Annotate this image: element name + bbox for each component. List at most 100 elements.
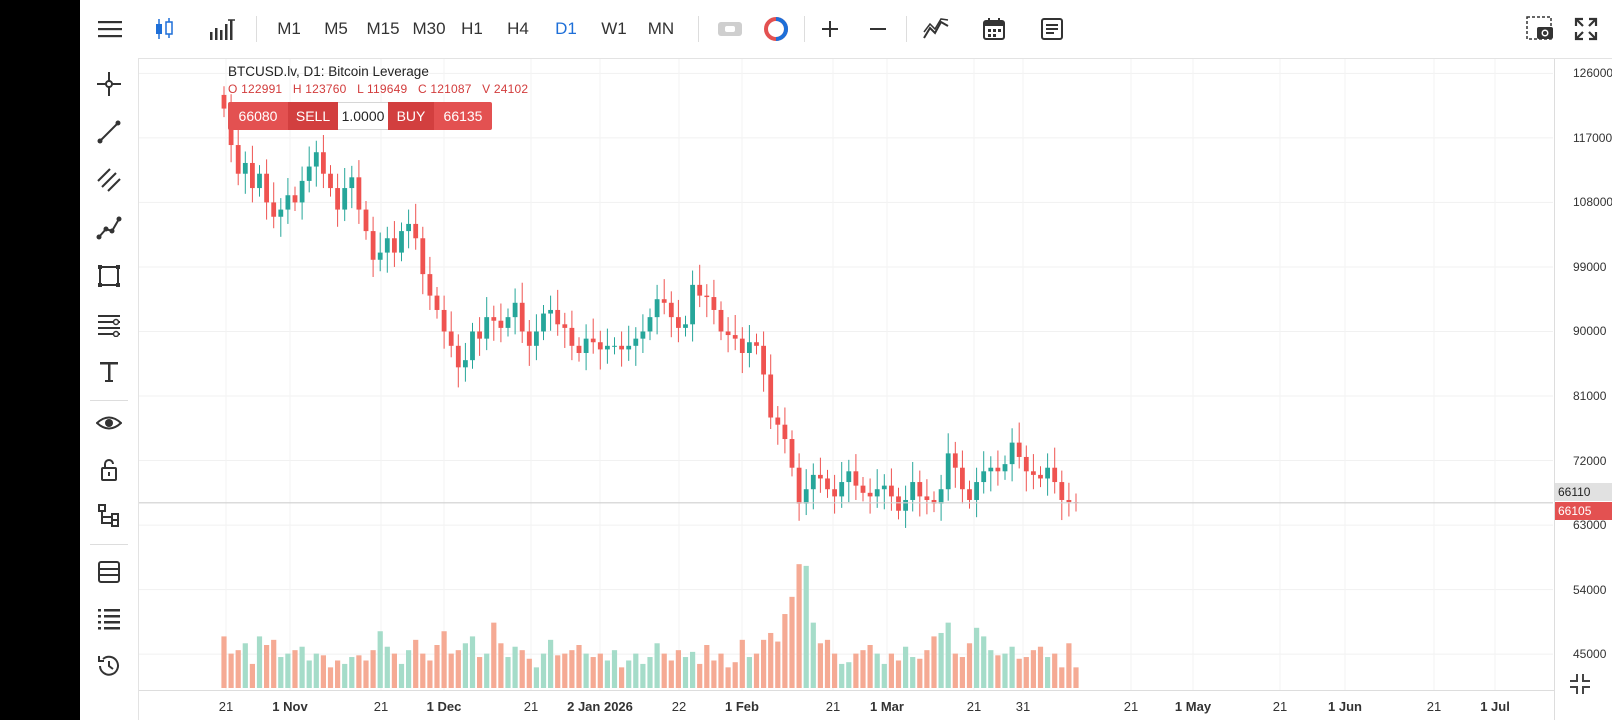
object-tree-button[interactable] — [89, 496, 129, 536]
candle-body — [562, 324, 568, 328]
volume-bar — [427, 660, 433, 688]
volume-bar — [626, 660, 632, 688]
timeframe-m1-button[interactable]: M1 — [277, 19, 301, 38]
candle-body — [583, 338, 589, 353]
calendar-button[interactable] — [974, 8, 1014, 50]
price-chart[interactable] — [139, 59, 1553, 690]
history-button[interactable] — [89, 646, 129, 686]
one-click-trading-button[interactable] — [710, 8, 750, 50]
candle-body — [1009, 442, 1015, 465]
volume-bar — [981, 636, 987, 688]
camera-icon — [1526, 16, 1553, 40]
polyline-tool[interactable] — [89, 208, 129, 248]
volume-bar — [356, 655, 362, 688]
candle-body — [1059, 482, 1065, 500]
volume-bar — [342, 663, 348, 688]
timeframe-h4-button[interactable]: H4 — [507, 19, 529, 38]
timeframe-w1-button[interactable]: W1 — [601, 19, 627, 38]
timeframe-m15-button[interactable]: M15 — [366, 19, 400, 38]
timeframe-h1-button[interactable]: H1 — [461, 19, 483, 38]
volume-bar — [895, 660, 902, 688]
buy-price-button[interactable]: 66135 — [434, 102, 492, 130]
indicators-button[interactable] — [204, 8, 240, 50]
volume-bar — [512, 646, 518, 688]
time-label: 1 Dec — [426, 699, 462, 714]
channel-tool[interactable] — [89, 160, 129, 200]
trading-app: M1 M5 M15 M30 H1 H4 D1 W1 MN — [80, 0, 1612, 720]
candle-body — [881, 485, 887, 490]
sell-button[interactable]: SELL — [288, 102, 338, 130]
candle-body — [250, 162, 255, 189]
list-button[interactable] — [89, 598, 129, 638]
candle-body — [491, 317, 497, 321]
trend-line-tool[interactable] — [89, 112, 129, 152]
candle-body — [519, 302, 525, 332]
timeframe-mn-button[interactable]: MN — [647, 19, 675, 38]
volume-bar — [256, 636, 263, 688]
high-value: H 123760 — [292, 82, 347, 96]
volume-bar — [1009, 646, 1015, 688]
time-label: 1 May — [1174, 699, 1212, 714]
timeframe-m30-button[interactable]: M30 — [412, 19, 446, 38]
volume-bar — [292, 650, 298, 688]
text-tool[interactable] — [89, 352, 129, 392]
minus-icon — [870, 28, 886, 30]
volume-bar — [370, 650, 376, 688]
volume-bar — [832, 653, 838, 688]
crosshair-tool[interactable] — [89, 64, 129, 104]
menu-button[interactable] — [90, 8, 130, 50]
volume-bar — [675, 650, 681, 688]
candle-body — [924, 496, 930, 500]
volume-bar — [1052, 653, 1058, 688]
toolbar-divider — [906, 16, 907, 42]
candle-body — [853, 471, 859, 486]
auto-scale-button[interactable] — [1564, 668, 1596, 700]
fibonacci-tool[interactable] — [89, 304, 129, 344]
candle-body — [761, 345, 766, 375]
volume-bar — [732, 662, 738, 688]
candle-body — [704, 295, 710, 298]
volume-bar — [1016, 658, 1022, 688]
screenshot-button[interactable] — [1520, 8, 1560, 50]
volume-bar — [491, 622, 497, 688]
low-value: L 119649 — [357, 82, 408, 96]
candle-body — [392, 238, 397, 253]
current-price-tag: 66110 — [1555, 482, 1612, 501]
fullscreen-button[interactable] — [1566, 8, 1606, 50]
crosshair-icon — [97, 72, 121, 96]
show-drawings-toggle[interactable] — [89, 403, 129, 443]
theme-button[interactable] — [756, 8, 796, 50]
timeframe-d1-button[interactable]: D1 — [555, 19, 577, 38]
candle-body — [974, 482, 979, 500]
lock-drawings-toggle[interactable] — [89, 450, 129, 490]
volume-bar — [952, 653, 958, 688]
zoom-in-button[interactable] — [810, 8, 850, 50]
time-label: 21 — [966, 699, 982, 714]
volume-bar — [604, 660, 610, 688]
time-label: 21 — [523, 699, 539, 714]
volume-bar — [398, 663, 405, 688]
expand-icon — [1574, 17, 1598, 41]
volume-bar — [242, 643, 248, 688]
candle-body — [370, 231, 376, 260]
candle-body — [1031, 471, 1036, 475]
rectangle-icon — [98, 265, 120, 287]
buy-button[interactable]: BUY — [388, 102, 434, 130]
time-label: 1 Nov — [272, 699, 308, 714]
news-button[interactable] — [1032, 8, 1072, 50]
volume-bar — [633, 653, 639, 688]
tree-icon — [98, 504, 119, 527]
indicator-list-button[interactable] — [916, 8, 956, 50]
zoom-out-button[interactable] — [858, 8, 898, 50]
templates-button[interactable] — [89, 552, 129, 592]
sell-price-button[interactable]: 66080 — [228, 102, 288, 130]
chart-type-button[interactable] — [146, 8, 182, 50]
candle-body — [690, 284, 695, 325]
lot-size-input[interactable]: 1.0000 — [338, 102, 388, 130]
price-label: 99000 — [1573, 259, 1607, 274]
list-icon — [98, 609, 120, 630]
timeframe-m5-button[interactable]: M5 — [324, 19, 348, 38]
time-axis[interactable]: 21 1 Nov 21 1 Dec 21 2 Jan 2026 22 1 Feb 21 1 Mar… — [139, 690, 1554, 720]
shape-tool[interactable] — [89, 256, 129, 296]
price-axis[interactable]: 126000 117000 108000 99000 90000 81000 72000 63… — [1554, 59, 1612, 720]
